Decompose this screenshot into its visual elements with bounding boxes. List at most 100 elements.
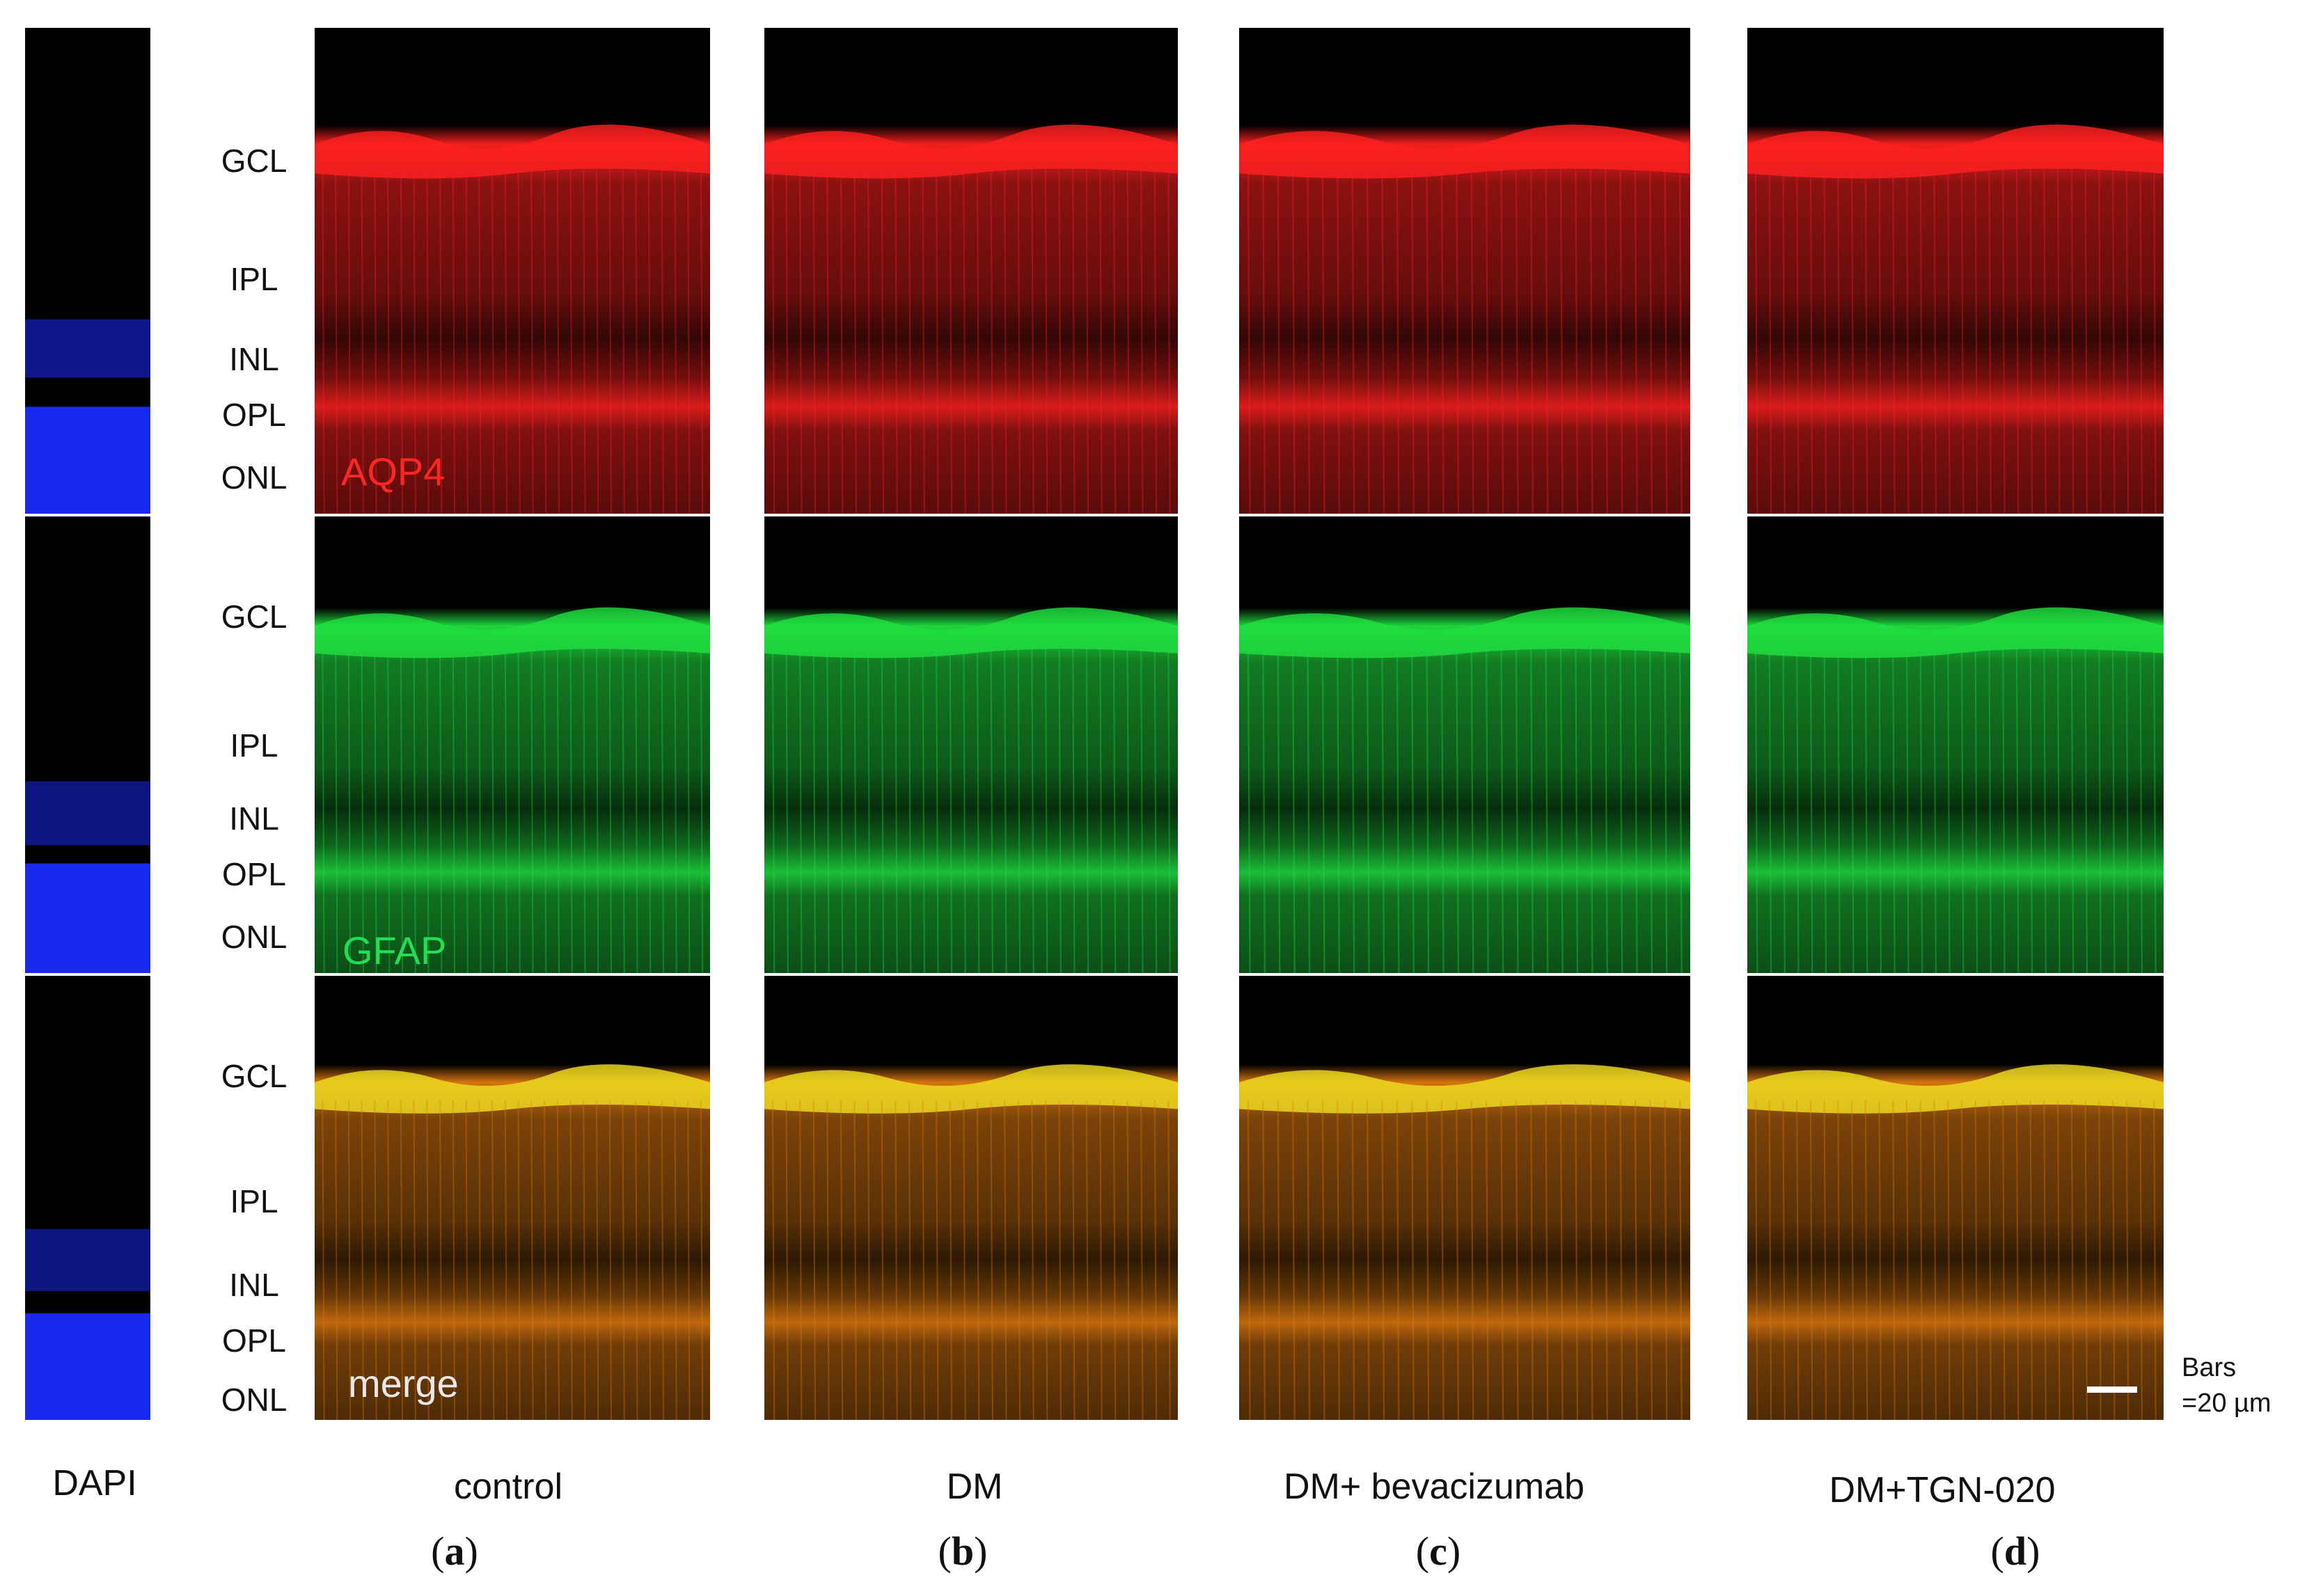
muller-fiber [826, 1100, 830, 1420]
muller-fiber [1321, 1100, 1325, 1420]
condition-label-dm-tgn020: DM+TGN-020 [1829, 1470, 2056, 1510]
muller-fiber [517, 644, 521, 973]
muller-fiber [1960, 1100, 1965, 1420]
muller-fiber [895, 1100, 898, 1420]
muller-fiber [2043, 644, 2047, 973]
muller-fiber [1044, 164, 1048, 514]
tissue-signal [315, 28, 710, 514]
muller-fiber [1247, 1100, 1251, 1420]
micrograph-image [1747, 516, 2164, 973]
muller-fiber [530, 164, 534, 514]
muller-fiber [2084, 164, 2088, 514]
muller-fiber [608, 644, 612, 973]
tissue-signal [764, 516, 1178, 973]
muller-fiber [1456, 644, 1460, 973]
muller-fiber [785, 164, 789, 514]
muller-fiber [1154, 1100, 1158, 1420]
muller-fiber [635, 164, 638, 514]
muller-fiber [1919, 644, 1923, 973]
muller-fiber [1004, 1100, 1007, 1420]
tissue-signal [1747, 28, 2164, 514]
muller-fiber [544, 1100, 547, 1420]
tissue-signal [1747, 976, 2164, 1420]
muller-fiber [1678, 644, 1683, 973]
muller-fiber [1099, 1100, 1103, 1420]
muller-fiber [2029, 644, 2033, 973]
layer-label-aqp4-opl: OPL [221, 397, 287, 433]
muller-fiber [687, 164, 691, 514]
muller-fiber [361, 164, 364, 514]
muller-fiber [687, 1100, 691, 1420]
muller-fiber [2002, 164, 2006, 514]
micrograph-image [1239, 516, 1690, 973]
muller-fiber [976, 644, 980, 973]
muller-fiber [1126, 1100, 1130, 1420]
muller-fiber [2057, 164, 2061, 514]
scale-bar [2087, 1386, 2137, 1393]
muller-fiber [1974, 644, 1978, 973]
muller-fiber [1515, 644, 1519, 973]
muller-fiber [1031, 164, 1034, 514]
muller-fiber [1892, 164, 1896, 514]
layer-label-merge-ipl: IPL [230, 1183, 278, 1219]
muller-fiber [1974, 164, 1978, 514]
muller-fiber [1291, 164, 1296, 514]
muller-fiber [1933, 1100, 1937, 1420]
muller-fiber [1575, 644, 1579, 973]
gcl-edge [1239, 125, 1690, 179]
muller-fiber [491, 644, 495, 973]
muller-fiber [622, 164, 625, 514]
muller-fiber [1396, 644, 1400, 973]
micrograph-merge-dm-bevacizumab [1239, 976, 1690, 1420]
muller-fiber [1411, 1100, 1415, 1420]
muller-fiber [1112, 164, 1117, 514]
muller-fiber [799, 644, 803, 973]
muller-fiber [595, 1100, 599, 1420]
muller-fiber [2111, 644, 2116, 973]
micrograph-aqp4-dm-tgn020 [1747, 28, 2164, 514]
muller-fiber [853, 164, 857, 514]
gcl-edge [1239, 607, 1690, 658]
subfigure-label-d: (d) [1990, 1528, 2040, 1574]
muller-fiber [1947, 644, 1951, 973]
layer-label-aqp4-ipl: IPL [230, 261, 278, 297]
muller-fiber [426, 164, 430, 514]
muller-fiber [661, 1100, 664, 1420]
dapi-panel-bottom-image [25, 1228, 150, 1420]
muller-fiber [1559, 1100, 1564, 1420]
muller-fiber [1099, 164, 1103, 514]
muller-fiber [1864, 1100, 1868, 1420]
muller-fiber [1337, 644, 1340, 973]
condition-label-dm-bevacizumab: DM+ bevacizumab [1283, 1467, 1585, 1507]
muller-fiber [1381, 1100, 1385, 1420]
muller-fiber [1545, 644, 1549, 973]
muller-fiber [2070, 644, 2074, 973]
muller-fiber [908, 1100, 912, 1420]
muller-fiber [1823, 1100, 1827, 1420]
muller-fiber [1530, 1100, 1534, 1420]
muller-fiber [530, 644, 534, 973]
muller-fiber [840, 644, 844, 973]
muller-fiber [622, 644, 625, 973]
muller-fiber [812, 644, 817, 973]
muller-fiber [2139, 164, 2143, 514]
muller-fiber [400, 1100, 404, 1420]
muller-fiber [661, 644, 664, 973]
scale-bar-line1: Bars [2182, 1353, 2237, 1382]
muller-fiber [1470, 644, 1474, 973]
muller-fiber [1589, 1100, 1593, 1420]
muller-fiber [374, 1100, 377, 1420]
gcl-edge [315, 1064, 710, 1114]
dapi-panel-top [25, 28, 150, 514]
muller-fiber [922, 164, 925, 514]
muller-fiber [1919, 164, 1923, 514]
muller-fiber [504, 644, 508, 973]
muller-fiber [413, 164, 416, 514]
muller-fiber [976, 164, 980, 514]
muller-fiber [1411, 644, 1415, 973]
muller-fiber [1515, 1100, 1519, 1420]
layer-label-merge-inl: INL [229, 1267, 279, 1303]
muller-fiber [2111, 1100, 2116, 1420]
muller-fiber [1291, 644, 1296, 973]
micrograph-image [1239, 976, 1690, 1420]
